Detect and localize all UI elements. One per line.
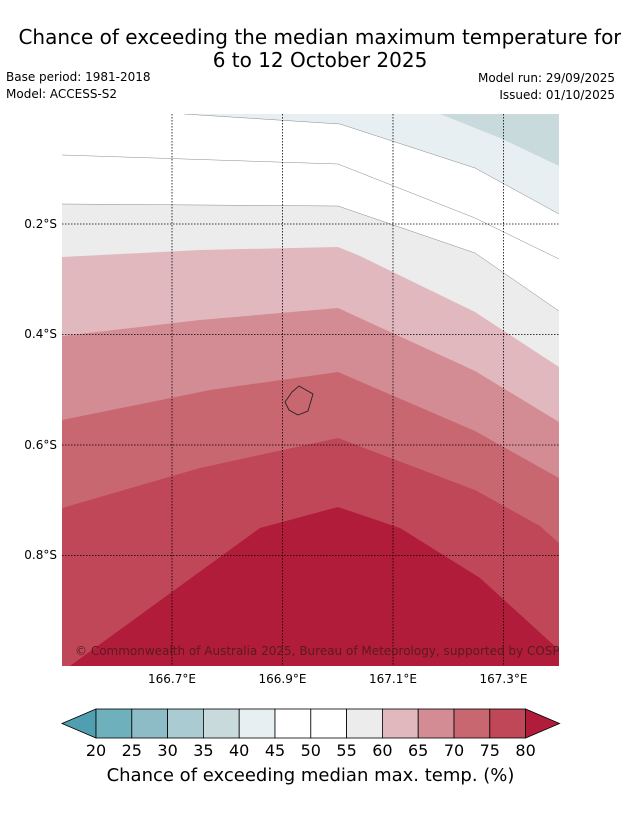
colorbar-tick-label: 50: [300, 741, 321, 760]
colorbar-tick-label: 70: [443, 741, 465, 760]
colorbar-segment: [202, 708, 240, 739]
graticule: [62, 114, 559, 666]
contour-layer: [62, 114, 559, 666]
colorbar-tick-label: 45: [264, 741, 286, 760]
contour-45: [184, 114, 559, 214]
colorbar-segment: [489, 708, 526, 739]
model-run-label: Model run: 29/09/2025: [477, 71, 615, 85]
contour-40: [440, 114, 559, 166]
colorbar-tick-label: 55: [336, 741, 357, 760]
colorbar-segment: [95, 708, 133, 739]
colorbar-segment: [417, 708, 455, 739]
x-tick-label: 167.3°E: [479, 672, 528, 686]
model-label: Model: ACCESS-S2: [6, 87, 118, 101]
y-tick-label: 0.6°S: [24, 438, 57, 452]
y-tick-label: 0.2°S: [24, 217, 57, 231]
colorbar-segment: [453, 708, 491, 739]
colorbar-extend-low: [60, 708, 97, 739]
map-title-line1: Chance of exceeding the median maximum t…: [18, 25, 621, 49]
colorbar-tick-label: 65: [408, 741, 429, 760]
y-tick-label: 0.8°S: [24, 548, 57, 562]
colorbar-segment: [381, 708, 419, 739]
colorbar-segment: [167, 708, 204, 739]
colorbar-tick-label: 25: [121, 741, 142, 760]
x-tick-label: 167.1°E: [369, 672, 417, 686]
colorbar-segment: [274, 708, 312, 739]
colorbar-tick-label: 35: [193, 741, 214, 760]
colorbar-extend-high: [525, 708, 561, 739]
colorbar: [60, 708, 561, 739]
map-title-line2: 6 to 12 October 2025: [212, 48, 428, 72]
contour-80: [70, 507, 559, 666]
island-outline: [284, 385, 314, 416]
colorbar-segment: [310, 708, 347, 739]
colorbar-tick-label: 60: [372, 741, 393, 760]
issued-label: Issued: 01/10/2025: [499, 88, 615, 102]
colorbar-tick-label: 80: [515, 741, 536, 760]
colorbar-segment: [346, 708, 383, 739]
y-tick-label: 0.4°S: [24, 327, 57, 341]
colorbar-tick-label: 30: [157, 741, 178, 760]
colorbar-label: Chance of exceeding median max. temp. (%…: [106, 765, 515, 786]
colorbar-segment: [131, 708, 169, 739]
x-tick-label: 166.7°E: [148, 672, 196, 686]
colorbar-tick-label: 20: [85, 741, 107, 760]
colorbar-tick-label: 75: [479, 741, 500, 760]
base-period-label: Base period: 1981-2018: [6, 70, 151, 84]
copyright-notice: © Commonwealth of Australia 2025, Bureau…: [75, 644, 559, 658]
colorbar-tick-label: 40: [229, 741, 250, 760]
x-tick-label: 166.9°E: [258, 672, 307, 686]
colorbar-segment: [238, 708, 276, 739]
